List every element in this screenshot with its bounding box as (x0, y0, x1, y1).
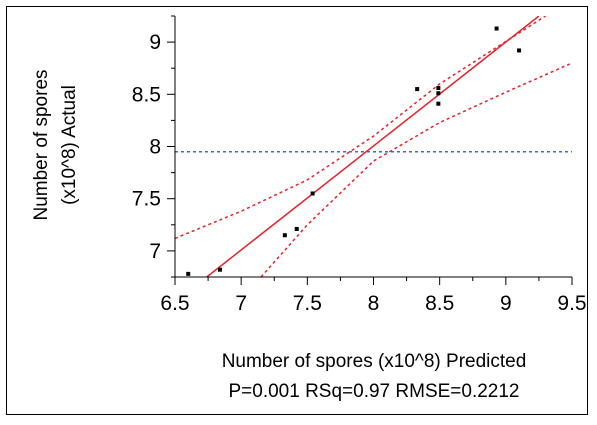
chart-frame (6, 6, 588, 415)
fit-line (206, 16, 540, 277)
x-tick-label: 6.5 (160, 292, 189, 315)
data-point (494, 26, 499, 31)
data-point (294, 226, 299, 231)
data-point (415, 87, 420, 92)
confidence-curve-upper (175, 16, 546, 240)
y-tick-label: 7.5 (132, 188, 161, 211)
data-point (436, 91, 441, 96)
x-tick-label: 8.5 (425, 292, 454, 315)
data-point (436, 86, 441, 91)
y-tick-label: 9 (149, 31, 161, 54)
data-point (282, 233, 287, 238)
y-axis-title-line-2: (x10^8) Actual (59, 85, 80, 205)
data-point (436, 101, 441, 106)
plot-area (175, 16, 572, 277)
x-tick-label: 7.5 (293, 292, 322, 315)
x-tick-label: 7 (235, 292, 247, 315)
y-tick-label: 8.5 (132, 83, 161, 106)
x-tick-label: 9.5 (557, 292, 586, 315)
x-tick-label: 9 (500, 292, 512, 315)
x-axis-title: Number of spores (x10^8) Predicted (222, 351, 527, 372)
y-tick-label: 7 (149, 240, 161, 263)
data-point (517, 48, 522, 53)
y-axis-title-line-1: Number of spores (31, 69, 52, 220)
data-point (217, 267, 222, 272)
confidence-curve-lower (260, 62, 572, 277)
fit-statistics: P=0.001 RSq=0.97 RMSE=0.2212 (228, 381, 519, 402)
data-point (310, 191, 315, 196)
data-point (186, 271, 191, 276)
x-tick-label: 8 (368, 292, 380, 315)
y-tick-label: 8 (149, 136, 161, 159)
